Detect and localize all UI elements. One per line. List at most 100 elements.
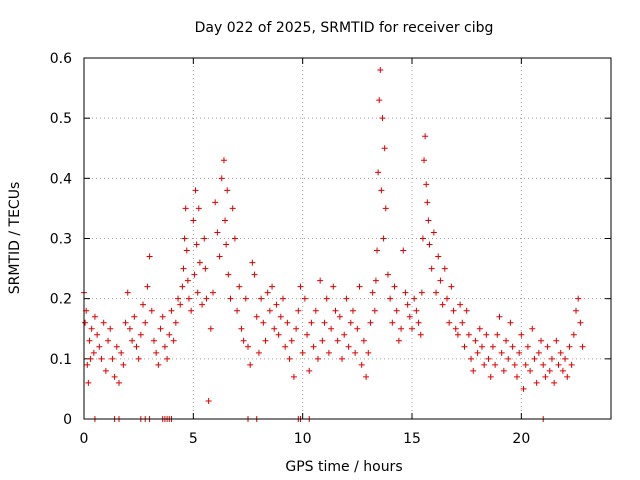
data-point	[196, 259, 203, 266]
data-point	[428, 265, 435, 272]
x-tick-label: 0	[80, 431, 89, 447]
x-tick-label: 20	[512, 431, 530, 447]
data-point	[275, 331, 282, 338]
data-point	[437, 277, 444, 284]
data-point	[260, 319, 267, 326]
data-point	[157, 325, 164, 332]
data-point	[242, 295, 249, 302]
data-point	[98, 355, 105, 362]
data-point	[330, 283, 337, 290]
data-point	[245, 343, 252, 350]
data-point	[155, 361, 162, 368]
data-point	[384, 271, 391, 278]
data-point	[341, 331, 348, 338]
data-point	[409, 325, 416, 332]
data-point	[382, 205, 389, 212]
data-point	[286, 355, 293, 362]
data-point	[124, 289, 131, 296]
data-point	[349, 307, 356, 314]
y-tick-label: 0	[63, 412, 72, 428]
data-point	[87, 355, 94, 362]
data-point	[358, 361, 365, 368]
data-point	[190, 217, 197, 224]
data-point	[354, 325, 361, 332]
data-point	[182, 205, 189, 212]
data-point	[378, 187, 385, 194]
data-point	[284, 319, 291, 326]
data-point	[222, 217, 229, 224]
data-point	[269, 283, 276, 290]
y-tick-label: 0.1	[50, 352, 72, 368]
data-point	[363, 373, 370, 380]
data-point	[126, 325, 133, 332]
data-point	[249, 259, 256, 266]
data-point	[210, 289, 217, 296]
data-point	[299, 349, 306, 356]
data-point	[481, 361, 488, 368]
data-point	[441, 265, 448, 272]
data-point	[406, 313, 413, 320]
axis-ticks	[83, 57, 611, 420]
data-point	[96, 343, 103, 350]
data-point	[411, 295, 418, 302]
y-tick-label: 0.4	[50, 171, 72, 187]
data-point	[478, 343, 485, 350]
data-point	[402, 289, 409, 296]
data-point	[446, 319, 453, 326]
data-point	[115, 379, 122, 386]
data-point	[448, 283, 455, 290]
data-point	[231, 235, 238, 242]
data-point	[94, 331, 101, 338]
data-point	[181, 235, 188, 242]
data-point	[413, 307, 420, 314]
data-point	[430, 229, 437, 236]
data-points	[81, 67, 586, 422]
data-point	[564, 373, 571, 380]
data-point	[505, 355, 512, 362]
data-point	[417, 331, 424, 338]
data-point	[212, 199, 219, 206]
data-point	[184, 277, 191, 284]
data-point	[293, 325, 300, 332]
data-point	[146, 253, 153, 260]
data-point	[148, 307, 155, 314]
data-point	[454, 331, 461, 338]
data-point	[183, 247, 190, 254]
data-point	[575, 295, 582, 302]
data-point	[188, 307, 195, 314]
data-point	[191, 271, 198, 278]
data-point	[166, 331, 173, 338]
data-point	[225, 271, 232, 278]
data-point	[443, 295, 450, 302]
data-point	[398, 325, 405, 332]
y-tick-label: 0.3	[50, 232, 72, 248]
data-point	[425, 217, 432, 224]
y-tick-label: 0.2	[50, 292, 72, 308]
data-point	[492, 361, 499, 368]
data-point	[238, 325, 245, 332]
data-point	[140, 301, 147, 308]
x-tick-label: 5	[189, 431, 198, 447]
data-point	[494, 331, 501, 338]
data-point	[457, 301, 464, 308]
data-point	[579, 343, 586, 350]
data-point	[336, 313, 343, 320]
data-point	[372, 277, 379, 284]
data-point	[376, 97, 383, 104]
data-point	[548, 355, 555, 362]
data-point	[229, 205, 236, 212]
data-point	[264, 289, 271, 296]
data-point	[321, 319, 328, 326]
data-point	[271, 325, 278, 332]
data-point	[314, 355, 321, 362]
data-point	[470, 367, 477, 374]
data-point	[205, 397, 212, 404]
data-point	[553, 337, 560, 344]
plot-frame	[83, 57, 612, 420]
data-point	[192, 187, 199, 194]
data-point	[199, 301, 206, 308]
data-point	[345, 343, 352, 350]
data-point	[507, 319, 514, 326]
data-point	[118, 349, 125, 356]
